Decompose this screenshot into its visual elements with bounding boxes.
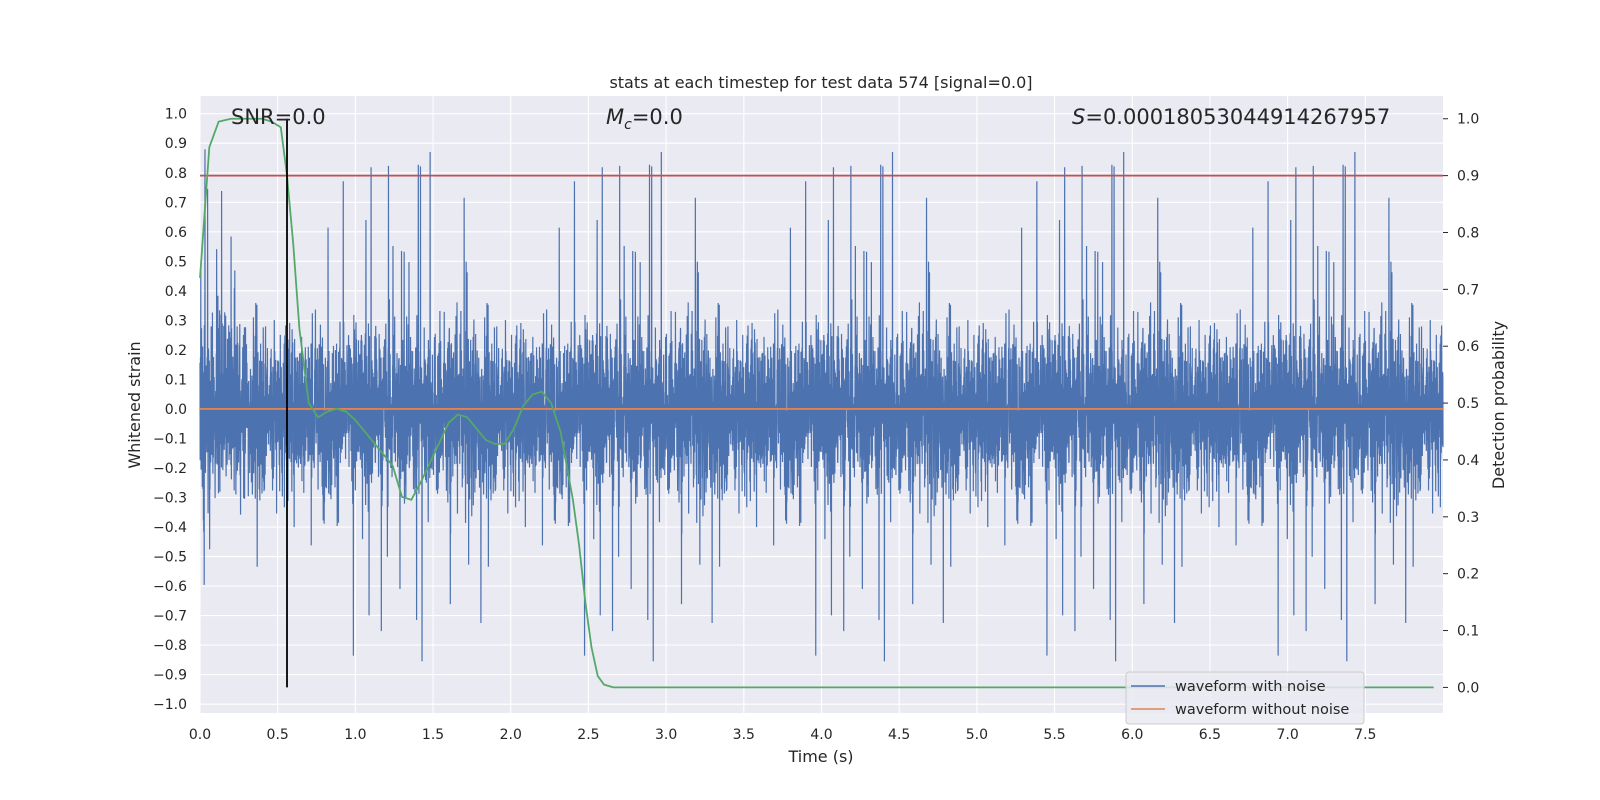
y-tick-label: 0.1 [165,372,187,388]
y-tick-label: 0.5 [165,254,187,270]
y-tick-label: −0.9 [153,668,187,684]
y2-tick-label: 0.3 [1457,510,1479,526]
mc-annotation: Mc=0.0 [606,105,683,133]
y-tick-label: 0.8 [165,166,187,182]
chart-title: stats at each timestep for test data 574… [609,73,1032,92]
x-tick-label: 2.0 [500,727,522,743]
s-symbol: S [1072,105,1085,129]
y-tick-label: 0.7 [165,195,187,211]
y-tick-label: 1.0 [165,107,187,123]
y-tick-label: −0.3 [153,490,187,506]
probability-curve [199,117,1434,689]
y2-tick-label: 0.4 [1457,453,1479,469]
x-tick-label: 7.0 [1276,727,1298,743]
x-tick-label: 0.5 [267,727,289,743]
legend-box [1125,671,1365,725]
y2-axis-label: Detection probability [1489,321,1508,489]
x-tick-label: 2.5 [577,727,599,743]
s-annotation: S=0.00018053044914267957 [1072,105,1390,129]
noise-series-path [199,149,1444,662]
y-tick-label: −0.2 [153,461,187,477]
y-tick-label: 0.4 [165,284,187,300]
y-tick-label: −0.7 [153,609,187,625]
tick-labels: 0.0 0.5 1.0 1.5 2.0 2.5 3.0 3.5 4.0 4.5 5.0 5.5 6.0 6… [153,107,1479,743]
x-tick-label: 6.0 [1121,727,1143,743]
x-tick-label: 4.5 [888,727,910,743]
legend: waveform with noise waveform without noi… [1125,671,1365,725]
x-tick-label: 6.5 [1199,727,1221,743]
y2-tick-label: 0.0 [1457,680,1479,696]
y2-tick-label: 0.1 [1457,624,1479,640]
x-tick-label: 1.0 [344,727,366,743]
y2-tick-label: 0.9 [1457,169,1479,185]
mc-subscript: c [624,117,632,133]
y-tick-label: 0.0 [165,402,187,418]
x-tick-label: 0.0 [189,727,211,743]
y2-tick-label: 0.7 [1457,282,1479,298]
y-tick-label: −0.1 [153,431,187,447]
noise-waveform [199,149,1444,662]
snr-annotation: SNR=0.0 [231,105,326,129]
y-tick-label: −0.4 [153,520,187,536]
y2-tick-label: 1.0 [1457,112,1479,128]
x-tick-label: 3.0 [655,727,677,743]
y-tick-label: −0.6 [153,579,187,595]
x-tick-label: 1.5 [422,727,444,743]
x-tick-label: 7.5 [1354,727,1376,743]
series-lines [199,117,1443,689]
x-axis-label: Time (s) [787,747,853,766]
y2-tick-label: 0.5 [1457,396,1479,412]
y2-tick-label: 0.2 [1457,567,1479,583]
y-tick-label: −0.8 [153,638,187,654]
mc-symbol: M [606,105,624,129]
y-tick-label: 0.2 [165,343,187,359]
y-tick-label: −1.0 [153,697,187,713]
legend-label-noise: waveform with noise [1175,679,1326,695]
x-tick-label: 5.5 [1043,727,1065,743]
legend-label-clean: waveform without noise [1175,702,1349,718]
x-tick-label: 4.0 [810,727,832,743]
y-tick-label: 0.9 [165,136,187,152]
y-tick-label: 0.6 [165,225,187,241]
x-tick-label: 5.0 [966,727,988,743]
x-tick-label: 3.5 [733,727,755,743]
y2-tick-label: 0.6 [1457,339,1479,355]
y-tick-label: −0.5 [153,550,187,566]
s-value: =0.00018053044914267957 [1085,105,1390,129]
y-axis-label: Whitened strain [125,341,144,468]
y-tick-label: 0.3 [165,313,187,329]
mc-value: =0.0 [632,105,683,129]
y2-tick-label: 0.8 [1457,225,1479,241]
